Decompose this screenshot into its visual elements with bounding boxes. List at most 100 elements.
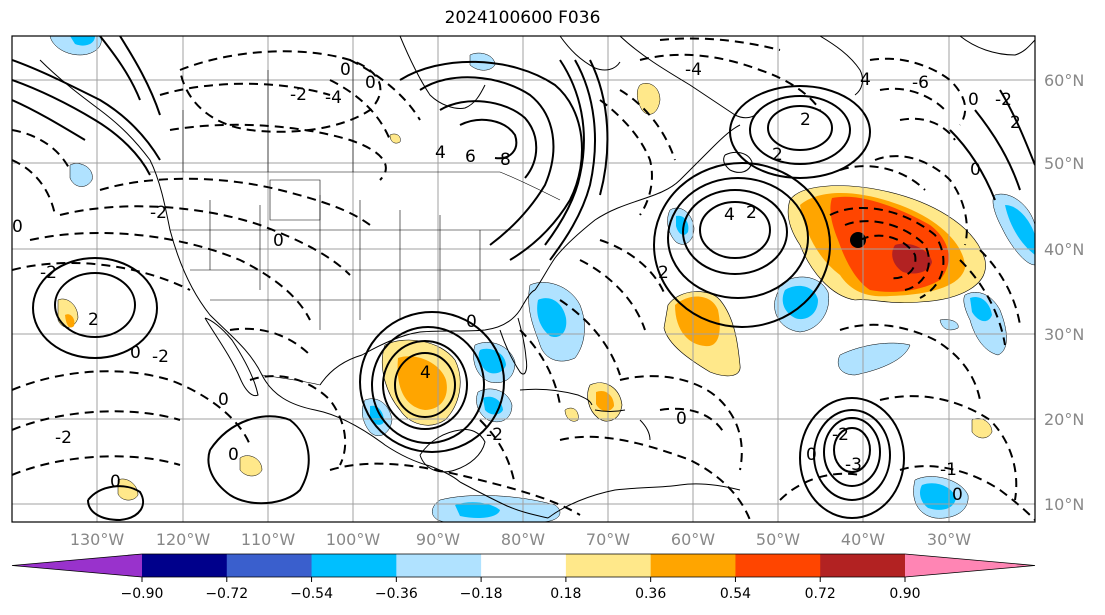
contour-label: -2 [40,263,57,283]
lat-label: 20°N [1044,410,1084,429]
lon-label: 110°W [241,530,296,549]
colorbar-tick-label: −0.54 [290,586,333,602]
positive-contour [544,59,585,246]
negative-contour [779,472,861,501]
positive-contour [359,311,505,453]
negative-contour [579,259,646,331]
negative-contour [874,155,968,246]
positive-contour [833,427,871,473]
contour-label: 6 [465,147,476,167]
contour-label: -4 [685,60,702,80]
negative-contour [249,375,347,466]
negative-contour [559,435,751,521]
positive-contour [382,340,468,430]
contour-label: -2 [995,90,1012,110]
colorbar-segment [226,554,313,577]
contour-label: 4 [435,143,446,163]
positive-contour [12,99,86,141]
negative-contour [329,462,581,516]
lat-label: 30°N [1044,325,1084,344]
negative-contour [879,395,1018,501]
negative-contour [659,37,781,51]
contour-labels: 0 0 -2 -4 4 6 8 2 2 0 -2 0 2 -6 4 -4 4 2… [12,60,1021,505]
negative-contour [599,239,666,296]
colorbar-segment [396,554,482,577]
positive-contour [682,189,788,275]
positive-contour [999,89,1035,166]
lon-label: 40°W [841,530,885,549]
contour-label: 0 [970,160,981,180]
contour-label: 0 [228,445,239,465]
colorbar-segment [311,554,397,577]
negative-contour [12,410,181,431]
positive-contour [823,417,881,487]
lon-label: 90°W [416,530,460,549]
positive-contour [667,177,809,299]
colorbar-tick-label: 0.90 [889,586,920,602]
negative-contour [659,407,726,436]
map-panel: 0 0 -2 -4 4 6 8 2 2 0 -2 0 2 -6 4 -4 4 2… [12,36,1035,522]
colorbar-tick-label: 0.72 [805,586,836,602]
map-title: 2024100600 F036 [444,8,601,28]
positive-contour [653,162,831,328]
contour-label: 4 [420,363,431,383]
positive-contour [813,409,891,501]
negative-contour [829,207,945,299]
positive-contour [749,95,851,165]
negative-contour [12,129,71,171]
positive-contour [767,105,833,151]
negative-contour [639,53,821,111]
contour-label: -2 [150,203,167,223]
positive-contour [974,109,1021,191]
longitude-labels: 130°W 120°W 110°W 100°W 90°W 80°W 70°W 6… [70,530,971,549]
positive-contour [99,36,141,101]
lon-label: 80°W [501,530,545,549]
contour-label: 4 [724,205,735,225]
contour-label: -3 [845,455,862,475]
negative-contour [619,375,743,471]
colorbar-segment [650,554,736,577]
negative-contour [12,159,56,216]
warm-anomaly-atlantic-max [892,243,932,274]
contour-label: 0 [12,217,23,237]
colorbar-segment [820,554,906,577]
positive-contour [799,397,905,519]
lat-label: 40°N [1044,240,1084,259]
negative-contour [844,220,930,291]
colorbar-tick-label: 0.18 [550,586,581,602]
lat-label: 60°N [1044,71,1084,90]
lon-label: 100°W [326,530,381,549]
contour-label: -1 [940,460,957,480]
contour-label: 2 [800,110,811,130]
latitude-labels: 60°N 50°N 40°N 30°N 20°N 10°N [1044,71,1084,514]
negative-contour [349,59,421,121]
contour-label: 0 [218,390,229,410]
contour-label: 0 [466,312,477,332]
positive-contour [207,415,310,505]
positive-contour [699,201,771,259]
colorbar-tick-label: −0.90 [121,586,164,602]
contour-label: 2 [746,203,757,223]
negative-contour [859,234,917,280]
contour-label: 2 [772,145,783,165]
negative-contour [899,117,956,141]
contour-label: 0 [110,472,121,492]
negative-contour [12,370,251,446]
contour-label: 2 [88,310,99,330]
positive-contour [87,485,145,522]
coastlines [39,36,1035,519]
negative-contour [899,465,1035,521]
contour-label: -2 [55,428,72,448]
warm-anomaly-dot [850,232,866,248]
colorbar-tick-label: −0.18 [460,586,503,602]
negative-contour [229,327,311,356]
negative-contour [59,205,351,276]
negative-contour [519,329,561,406]
positive-contour [371,326,485,444]
contour-label: 0 [130,343,141,363]
contour-label: -2 [486,425,503,445]
contour-label: 0 [806,445,817,465]
contour-label: 2 [658,263,669,283]
colorbar-tick-label: 0.36 [635,586,666,602]
